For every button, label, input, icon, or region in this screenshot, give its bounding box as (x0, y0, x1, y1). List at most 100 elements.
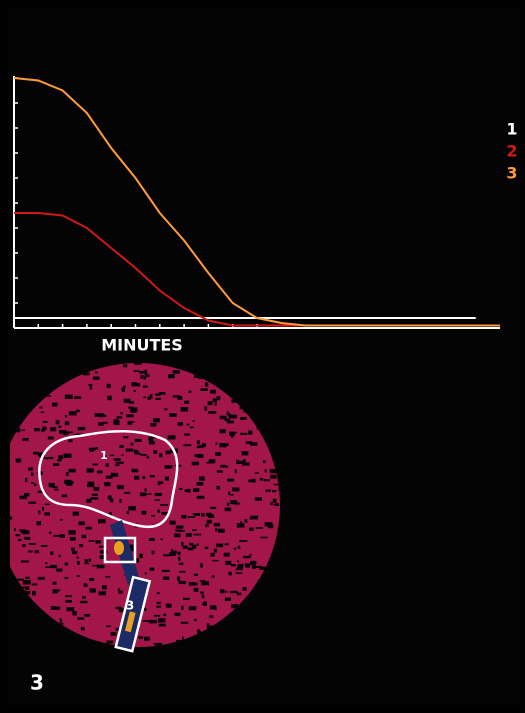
speckle (166, 604, 172, 608)
speckle (256, 527, 263, 529)
speckle (79, 544, 83, 547)
speckle (48, 437, 54, 440)
speckle (58, 455, 63, 459)
speckle (155, 393, 160, 396)
speckle (175, 530, 181, 532)
speckle (150, 568, 155, 571)
speckle (166, 451, 171, 455)
speckle (216, 544, 223, 548)
speckle (90, 588, 96, 592)
speckle (128, 407, 133, 409)
speckle (92, 565, 99, 567)
figure-label: 3 (30, 671, 44, 695)
speckle (72, 551, 77, 554)
speckle (113, 420, 119, 424)
speckle (28, 502, 36, 504)
speckle (193, 488, 199, 492)
speckle (260, 478, 263, 481)
speckle (107, 384, 111, 388)
speckle (201, 388, 208, 391)
speckle (143, 620, 149, 622)
speckle (157, 592, 160, 594)
speckle (214, 523, 220, 526)
legend-label: 1 (506, 120, 517, 139)
speckle (155, 499, 160, 501)
speckle (193, 420, 195, 422)
speckle (159, 624, 166, 627)
speckle (205, 524, 208, 527)
speckle (190, 426, 194, 428)
speckle (98, 591, 106, 595)
speckle (32, 591, 36, 596)
speckle (60, 534, 65, 538)
speckle (200, 580, 206, 582)
speckle (89, 559, 92, 562)
speckle (214, 606, 216, 610)
speckle (123, 436, 128, 438)
speckle (49, 532, 52, 534)
speckle (67, 607, 75, 611)
speckle (200, 592, 204, 594)
speckle (185, 489, 190, 492)
speckle (115, 464, 119, 466)
speckle (65, 595, 72, 597)
speckle (53, 535, 59, 537)
speckle (77, 575, 81, 577)
speckle (42, 545, 45, 547)
speckle (77, 561, 80, 565)
speckle (56, 569, 62, 572)
speckle (87, 468, 94, 472)
speckle (225, 418, 231, 421)
speckle (91, 497, 99, 500)
speckle (209, 615, 213, 618)
speckle (89, 384, 93, 386)
speckle (110, 455, 114, 457)
speckle (139, 554, 143, 558)
speckle (217, 486, 221, 490)
speckle (250, 442, 257, 446)
speckle (62, 495, 67, 498)
speckle (248, 480, 251, 483)
speckle (145, 374, 150, 377)
speckle (10, 517, 12, 520)
speckle (65, 421, 69, 425)
speckle (181, 515, 186, 519)
speckle (245, 519, 248, 522)
speckle (86, 499, 91, 503)
speckle (210, 507, 216, 509)
speckle (32, 584, 37, 586)
speckle (207, 623, 209, 625)
speckle (255, 472, 259, 474)
speckle (140, 493, 147, 497)
speckle (189, 582, 196, 586)
speckle (134, 451, 139, 453)
speckle (194, 588, 199, 592)
speckle (150, 394, 153, 398)
speckle (170, 521, 176, 525)
legend-label: 3 (506, 164, 517, 183)
speckle (144, 397, 146, 399)
speckle (98, 422, 104, 426)
speckle (56, 420, 60, 424)
speckle (92, 464, 98, 466)
speckle (227, 503, 230, 506)
speckle (160, 504, 168, 506)
speckle (15, 534, 20, 536)
speckle (156, 398, 162, 400)
speckle (120, 412, 123, 414)
speckle (147, 493, 151, 495)
speckle (260, 537, 267, 539)
speckle (265, 522, 273, 526)
speckle (140, 375, 143, 379)
speckle (20, 496, 27, 499)
speckle (270, 475, 276, 479)
speckle (274, 504, 277, 506)
speckle (215, 528, 217, 531)
speckle (208, 401, 213, 405)
speckle (37, 521, 42, 525)
speckle (163, 614, 166, 616)
speckle (250, 554, 252, 556)
speckle (240, 417, 246, 420)
speckle (40, 407, 43, 409)
speckle (179, 563, 184, 565)
